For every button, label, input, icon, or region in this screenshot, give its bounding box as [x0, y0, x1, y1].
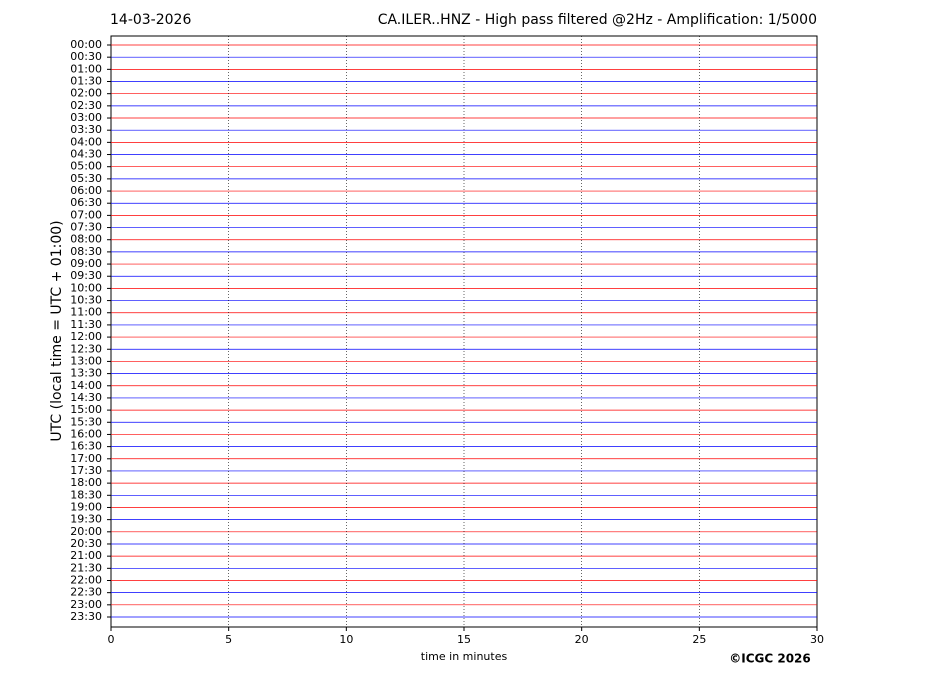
y-tick-label: 08:00 [70, 233, 102, 246]
y-tick-label: 07:00 [70, 208, 102, 221]
y-tick-label: 17:00 [70, 452, 102, 465]
y-tick-label: 22:00 [70, 573, 102, 586]
y-tick-label: 14:30 [70, 391, 102, 404]
y-tick-label: 11:00 [70, 306, 102, 319]
y-tick-label: 00:00 [70, 38, 102, 51]
y-tick-label: 06:30 [70, 196, 102, 209]
y-tick-label: 04:00 [70, 135, 102, 148]
y-tick-label: 18:30 [70, 488, 102, 501]
x-tick-label: 25 [692, 633, 706, 646]
y-tick-label: 23:30 [70, 610, 102, 623]
y-tick-label: 02:30 [70, 99, 102, 112]
y-tick-label: 12:00 [70, 330, 102, 343]
plot-frame [110, 35, 818, 628]
y-tick-label: 00:30 [70, 50, 102, 63]
y-tick-label: 16:30 [70, 440, 102, 453]
y-tick-label: 02:00 [70, 87, 102, 100]
y-tick-label: 21:00 [70, 549, 102, 562]
x-tick-label: 10 [339, 633, 353, 646]
copyright: ©ICGC 2026 [729, 652, 811, 666]
y-tick-label: 22:30 [70, 586, 102, 599]
y-tick-label: 09:30 [70, 269, 102, 282]
y-tick-label: 03:00 [70, 111, 102, 124]
y-tick-label: 20:00 [70, 525, 102, 538]
y-axis-label: UTC (local time = UTC + 01:00) [49, 220, 65, 441]
x-tick-label: 20 [575, 633, 589, 646]
x-tick-label: 0 [108, 633, 115, 646]
y-tick-label: 01:30 [70, 75, 102, 88]
y-tick-label: 18:00 [70, 476, 102, 489]
y-tick-label: 21:30 [70, 561, 102, 574]
y-tick-label: 14:00 [70, 379, 102, 392]
y-tick-label: 23:00 [70, 598, 102, 611]
y-tick-label: 19:30 [70, 513, 102, 526]
y-tick-label: 01:00 [70, 62, 102, 75]
y-tick-label: 19:00 [70, 500, 102, 513]
y-tick-label: 15:30 [70, 415, 102, 428]
x-tick-label: 30 [810, 633, 824, 646]
y-tick-label: 17:30 [70, 464, 102, 477]
y-tick-label: 05:30 [70, 172, 102, 185]
y-tick-label: 13:30 [70, 367, 102, 380]
x-tick-label: 5 [225, 633, 232, 646]
y-tick-label: 16:00 [70, 427, 102, 440]
y-tick-label: 08:30 [70, 245, 102, 258]
y-tick-label: 03:30 [70, 123, 102, 136]
y-tick-label: 06:00 [70, 184, 102, 197]
x-axis-label: time in minutes [421, 650, 508, 663]
x-tick-label: 15 [457, 633, 471, 646]
y-tick-label: 05:00 [70, 160, 102, 173]
date-title: 14-03-2026 [110, 12, 191, 28]
y-tick-label: 10:00 [70, 281, 102, 294]
y-tick-label: 20:30 [70, 537, 102, 550]
y-tick-label: 11:30 [70, 318, 102, 331]
y-tick-label: 04:30 [70, 148, 102, 161]
chart-title: CA.ILER..HNZ - High pass filtered @2Hz -… [378, 12, 817, 28]
y-tick-label: 12:30 [70, 342, 102, 355]
y-tick-label: 15:00 [70, 403, 102, 416]
y-tick-label: 10:30 [70, 294, 102, 307]
y-tick-label: 07:30 [70, 221, 102, 234]
y-tick-label: 13:00 [70, 354, 102, 367]
y-tick-label: 09:00 [70, 257, 102, 270]
